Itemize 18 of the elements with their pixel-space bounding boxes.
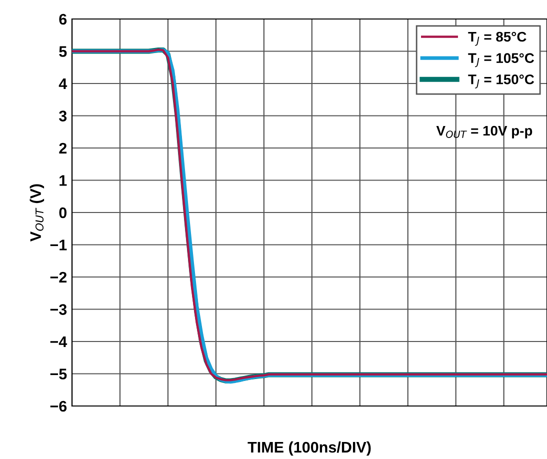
x-axis-title: TIME (100ns/DIV) <box>248 441 371 456</box>
y-axis-title: V$_{OUT}$ (V) <box>30 184 44 242</box>
y-tick-label: 3 <box>58 110 67 122</box>
y-tick-label: 1 <box>60 175 67 186</box>
legend-label: T$_{J}$ = 150°C <box>468 74 534 88</box>
legend-label: T$_{J}$ = 85°C <box>468 32 526 46</box>
y-tick-label: −5 <box>50 368 67 380</box>
y-tick-label: −2 <box>50 272 67 283</box>
y-tick-label: 5 <box>59 46 67 57</box>
y-tick-label: −1 <box>50 240 67 250</box>
legend-label: T$_{J}$ = 105°C <box>468 53 534 68</box>
y-tick-label: 6 <box>59 14 67 25</box>
y-tick-label: −3 <box>50 304 67 315</box>
y-tick-label: 2 <box>59 142 67 154</box>
y-tick-label: 0 <box>59 207 67 218</box>
y-tick-label: −6 <box>50 400 67 412</box>
y-tick-label: −4 <box>50 336 68 348</box>
y-tick-label: 4 <box>58 78 68 90</box>
